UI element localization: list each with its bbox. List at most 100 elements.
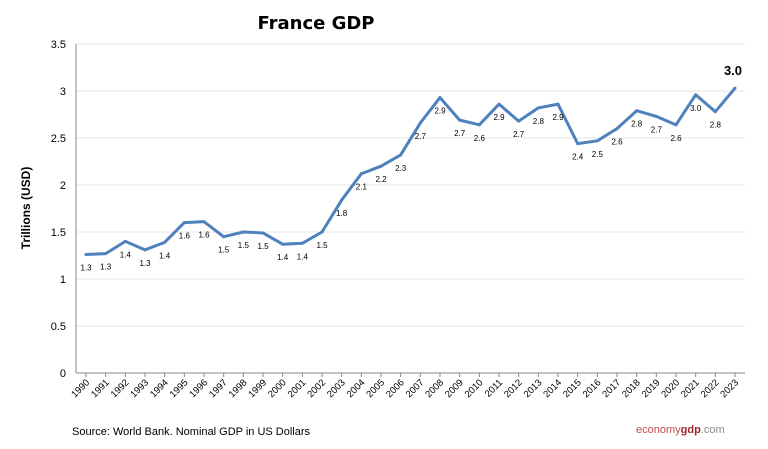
data-point — [300, 241, 304, 245]
data-label: 1.4 — [297, 252, 309, 261]
x-tick-label: 1998 — [227, 377, 250, 400]
data-label: 2.9 — [552, 113, 564, 122]
data-point — [595, 139, 599, 143]
y-tick-label: 2.5 — [51, 133, 66, 145]
x-tick-label: 1995 — [168, 377, 191, 400]
x-tick-label: 1993 — [128, 377, 151, 400]
data-label: 1.6 — [179, 232, 191, 241]
data-label: 2.6 — [474, 134, 486, 143]
y-tick-label: 0.5 — [51, 321, 66, 333]
data-label: 2.2 — [375, 175, 387, 184]
x-tick-label: 2019 — [640, 377, 663, 400]
x-tick-label: 1990 — [69, 377, 92, 400]
data-point — [143, 248, 147, 252]
data-point — [477, 123, 481, 127]
data-label: 1.3 — [80, 264, 92, 273]
x-tick-label: 2018 — [620, 377, 643, 400]
data-label: 2.6 — [611, 138, 623, 147]
x-tick-label: 2004 — [345, 377, 368, 400]
x-tick-label: 2002 — [305, 377, 328, 400]
data-label: 1.4 — [120, 250, 132, 259]
logo-part: economy — [636, 424, 681, 436]
data-point — [202, 220, 206, 224]
data-label: 2.7 — [651, 125, 663, 134]
data-point — [163, 240, 167, 244]
logo: economygdp.com — [636, 424, 725, 436]
x-tick-label: 2012 — [502, 377, 525, 400]
data-label: 2.9 — [493, 113, 505, 122]
y-tick-label: 2 — [60, 180, 66, 192]
x-tick-label: 2010 — [463, 377, 486, 400]
data-label: 1.3 — [100, 263, 112, 272]
data-point — [458, 118, 462, 122]
data-label: 1.5 — [257, 242, 269, 251]
data-label: 2.7 — [513, 130, 525, 139]
data-label: 2.8 — [631, 120, 643, 129]
x-tick-label: 1997 — [207, 377, 230, 400]
x-tick-label: 2006 — [384, 377, 407, 400]
gdp-series-line — [85, 87, 737, 257]
x-tick-label: 2022 — [699, 377, 722, 400]
data-label: 1.5 — [316, 241, 328, 250]
chart-title: France GDP — [257, 13, 374, 34]
x-tick-label: 1992 — [109, 377, 132, 400]
data-point — [222, 235, 226, 239]
data-point — [733, 86, 737, 90]
data-point — [517, 119, 521, 123]
x-tick-label: 2000 — [266, 377, 289, 400]
data-point — [694, 93, 698, 97]
data-point — [536, 106, 540, 110]
x-tick-label: 2021 — [679, 377, 702, 400]
data-label: 1.3 — [139, 259, 151, 268]
data-label: 2.9 — [434, 107, 446, 116]
data-point — [576, 142, 580, 146]
data-point — [615, 127, 619, 131]
data-point — [399, 153, 403, 157]
x-tick-label: 2017 — [600, 377, 623, 400]
data-point — [359, 172, 363, 176]
y-tick-label: 1 — [60, 274, 66, 286]
data-point — [497, 102, 501, 106]
data-point — [104, 252, 108, 256]
data-label: 1.8 — [336, 209, 348, 218]
x-tick-label: 2013 — [522, 377, 545, 400]
data-label: 2.5 — [592, 150, 604, 159]
line-chart: France GDP Trillions (USD) 1990199119921… — [19, 13, 745, 400]
y-tick-label: 1.5 — [51, 227, 66, 239]
data-point — [379, 164, 383, 168]
y-tick-label: 0 — [60, 368, 66, 380]
data-label: 3.0 — [724, 63, 742, 78]
data-label: 2.3 — [395, 164, 407, 173]
data-point — [241, 230, 245, 234]
data-label: 2.1 — [356, 183, 368, 192]
x-tick-label: 2014 — [541, 377, 564, 400]
data-label: 2.7 — [454, 129, 466, 138]
x-tick-label: 2016 — [581, 377, 604, 400]
data-label: 1.5 — [238, 241, 250, 250]
data-label: 2.4 — [572, 153, 584, 162]
data-label: 1.4 — [159, 251, 171, 260]
data-point — [320, 230, 324, 234]
data-point — [438, 96, 442, 100]
data-point — [635, 109, 639, 113]
x-tick-label: 1996 — [187, 377, 210, 400]
x-tick-label: 2023 — [718, 377, 741, 400]
data-label: 2.7 — [415, 132, 427, 141]
data-point — [340, 198, 344, 202]
data-point — [182, 221, 186, 225]
data-point — [674, 123, 678, 127]
data-point — [713, 110, 717, 114]
x-tick-label: 2020 — [659, 377, 682, 400]
x-tick-label: 2001 — [286, 377, 309, 400]
x-tick-label: 2003 — [325, 377, 348, 400]
data-point — [84, 253, 88, 257]
data-point — [281, 242, 285, 246]
data-label: 2.8 — [533, 117, 545, 126]
data-label: 2.6 — [670, 134, 682, 143]
x-tick-label: 2011 — [483, 377, 505, 399]
data-point — [261, 231, 265, 235]
data-point — [654, 114, 658, 118]
y-tick-label: 3 — [60, 86, 66, 98]
data-point — [123, 239, 127, 243]
source-note: Source: World Bank. Nominal GDP in US Do… — [72, 426, 311, 438]
